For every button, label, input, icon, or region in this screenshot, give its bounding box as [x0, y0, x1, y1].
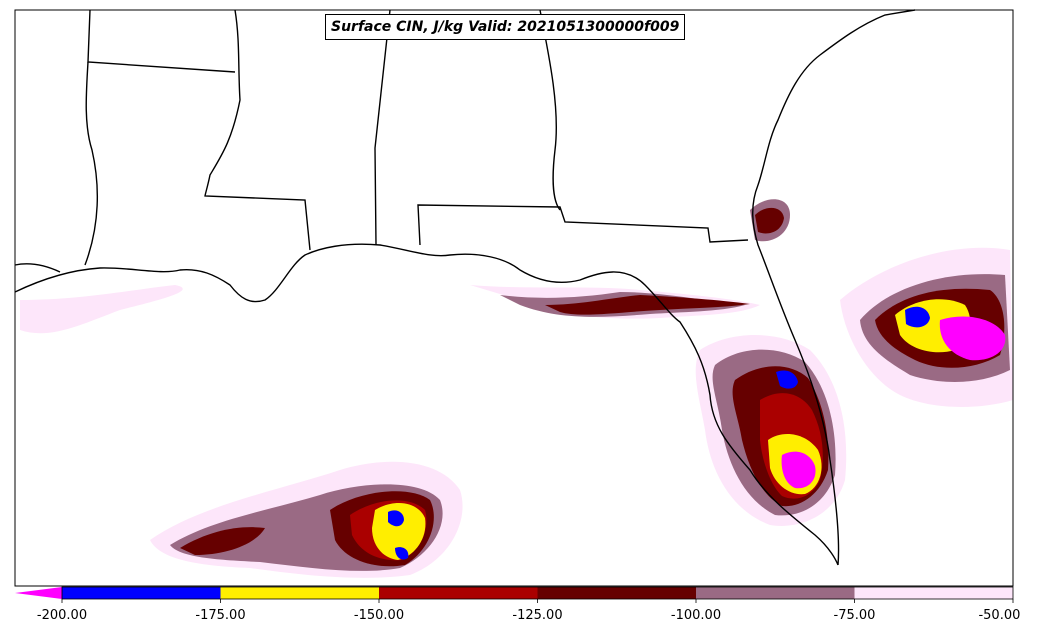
florida-panhandle-border [417, 204, 749, 246]
map-title: Surface CIN, J/kg Valid: 2021051300000f0… [325, 14, 686, 40]
colorbar-extend-min-triangle [15, 587, 62, 599]
colorbar-bin-5 [854, 587, 1013, 599]
colorbar-bin-2 [379, 587, 538, 599]
colorbar-tick-label: -75.00 [833, 608, 876, 623]
colorbar-bin-3 [537, 587, 696, 599]
cin-region-southern-gulf-3 [180, 527, 265, 555]
gulf-coastline [14, 243, 839, 566]
colorbar-bin-0 [62, 587, 221, 599]
colorbar-tick-label: -50.00 [978, 608, 1021, 623]
cin-region-florida-6 [781, 451, 816, 489]
cin-region-gulf-coast [20, 285, 183, 334]
colorbar-bin-4 [696, 587, 855, 599]
mississippi-alabama-border [374, 9, 391, 246]
texas-coast [14, 263, 61, 273]
cin-region-florida-7 [776, 370, 798, 389]
louisiana-texas-border [84, 61, 98, 266]
cin-region-gulf-coast-4 [545, 295, 750, 315]
cin-region-ne-florida-2 [755, 207, 784, 234]
colorbar-tick-label: -175.00 [195, 608, 246, 623]
cin-region-atlantic-6 [905, 306, 930, 328]
colorbar-tick-label: -200.00 [36, 608, 88, 623]
state-borders [84, 9, 749, 266]
map-frame [14, 9, 1014, 587]
coastlines [14, 9, 916, 566]
colorbar-bin-1 [220, 587, 379, 599]
alabama-georgia-border [539, 9, 561, 211]
cin-region-atlantic-5 [939, 316, 1006, 361]
cin-contours [20, 199, 1013, 578]
florida-east-coast [752, 9, 916, 566]
colorbar-tick-label: -125.00 [512, 608, 563, 623]
colorbar-tick-label: -150.00 [353, 608, 405, 623]
cin-region-southern-gulf-6 [372, 503, 426, 560]
colorbar-tick-label: -100.00 [670, 608, 722, 623]
colorbar [15, 586, 1014, 603]
cin-region-southern-gulf-7 [388, 510, 404, 527]
cin-region-southern-gulf-8 [395, 547, 409, 560]
mississippi-river-border [204, 9, 311, 251]
